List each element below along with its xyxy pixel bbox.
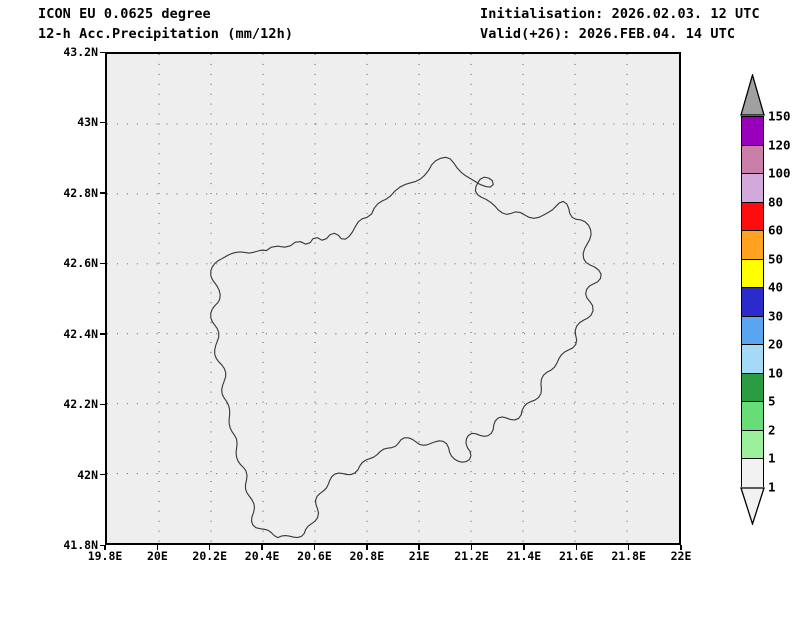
initialisation-time: Initialisation: 2026.02.03. 12 UTC — [480, 6, 760, 22]
colorbar-tick-label: 2 — [768, 422, 776, 438]
x-axis-tick-label: 20.8E — [349, 549, 385, 563]
colorbar-band — [742, 345, 763, 374]
x-axis-tick-mark — [104, 545, 106, 550]
y-axis-tick-label: 42.8N — [63, 185, 98, 200]
colorbar-tick-label: 10 — [768, 365, 784, 381]
colorbar-tick-label: 120 — [768, 137, 791, 153]
colorbar-band — [742, 316, 763, 346]
x-axis-tick-label: 20.2E — [192, 549, 228, 563]
x-axis-tick-mark — [418, 545, 420, 550]
colorbar-band — [742, 117, 763, 146]
colorbar-tick-label: 150 — [768, 108, 791, 124]
y-axis-tick-mark — [100, 403, 105, 406]
colorbar-band — [742, 202, 763, 232]
colorbar-band — [742, 259, 763, 289]
x-axis-tick-mark — [313, 545, 316, 550]
x-axis-tick-label: 21.4E — [506, 549, 542, 563]
y-axis-tick-label: 42.4N — [63, 326, 98, 341]
colorbar-band — [742, 288, 763, 317]
colorbar-tick-label: 30 — [768, 308, 784, 324]
map-plot-area — [105, 52, 681, 545]
colorbar-band — [742, 430, 763, 460]
colorbar-tick-label: 50 — [768, 251, 784, 267]
field-title: 12-h Acc.Precipitation (mm/12h) — [38, 26, 294, 42]
colorbar-tick-label: 20 — [768, 336, 784, 352]
y-axis-tick-mark — [100, 333, 105, 335]
colorbar-underflow-arrow — [740, 487, 765, 525]
x-axis-tick-label: 21.8E — [611, 549, 646, 563]
x-axis-tick-mark — [366, 545, 368, 550]
x-axis-tick-label: 22E — [670, 549, 692, 563]
y-axis-tick-mark — [100, 262, 105, 265]
model-title: ICON EU 0.0625 degree — [38, 6, 211, 22]
x-axis-tick-label: 21E — [408, 549, 430, 563]
colorbar-tick-label: 1 — [768, 450, 776, 466]
x-axis-tick-label: 21.6E — [558, 549, 594, 563]
colorbar-band — [742, 145, 763, 175]
x-axis-tick-label: 20E — [146, 549, 168, 563]
y-axis-tick-mark — [100, 192, 105, 194]
y-axis-tick-label: 43.2N — [63, 45, 98, 59]
y-axis-tick-label: 42.2N — [63, 397, 98, 412]
colorbar-tick-label: 60 — [768, 222, 784, 238]
colorbar-tick-label: 80 — [768, 194, 784, 210]
x-axis-tick-label: 20.4E — [244, 549, 280, 563]
colorbar-overflow-arrow — [740, 74, 765, 116]
colorbar-tick-label: 40 — [768, 279, 784, 295]
x-axis-tick-mark — [209, 545, 211, 550]
colorbar-tick-label: 5 — [768, 393, 776, 409]
x-axis-tick-mark — [523, 545, 525, 550]
x-axis-tick-label: 19.8E — [87, 549, 123, 563]
kosovo-border-outline — [210, 156, 602, 539]
y-axis-tick-label: 42.6N — [63, 256, 98, 271]
y-axis-tick-label: 43N — [77, 115, 98, 130]
x-axis-tick-mark — [575, 545, 577, 550]
colorbar-band — [742, 459, 763, 488]
y-axis-tick-label: 41.8N — [63, 538, 98, 552]
valid-time: Valid(+26): 2026.FEB.04. 14 UTC — [480, 26, 736, 42]
colorbar[interactable] — [741, 116, 764, 488]
x-axis-tick-mark — [627, 545, 630, 550]
y-axis-tick-mark — [100, 121, 105, 124]
colorbar-band — [742, 373, 763, 403]
x-axis-tick-mark — [156, 545, 159, 550]
x-axis-tick-mark — [680, 545, 682, 550]
x-axis-tick-mark — [470, 545, 473, 550]
colorbar-tick-label-min: 1 — [768, 479, 776, 495]
x-axis-tick-label: 21.2E — [454, 549, 489, 563]
x-axis-tick-label: 20.6E — [297, 549, 332, 563]
y-axis-tick-mark — [100, 544, 105, 546]
colorbar-band — [742, 174, 763, 203]
y-axis-tick-label: 42N — [77, 467, 98, 482]
colorbar-tick-label: 100 — [768, 165, 791, 181]
colorbar-band — [742, 402, 763, 431]
x-axis-tick-mark — [261, 545, 263, 550]
y-axis-tick-mark — [100, 51, 105, 53]
colorbar-band — [742, 231, 763, 260]
y-axis-tick-mark — [100, 474, 105, 476]
